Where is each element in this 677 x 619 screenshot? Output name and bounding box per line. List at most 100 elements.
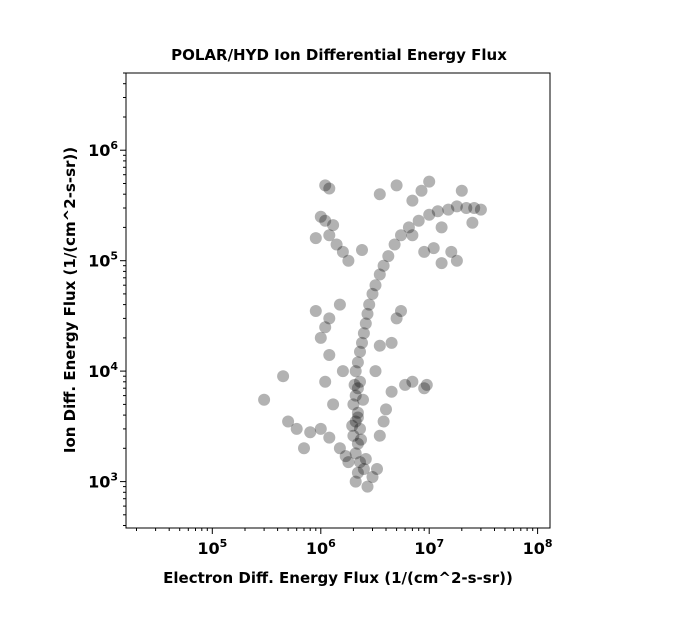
data-point bbox=[450, 254, 463, 267]
plot-frame bbox=[125, 72, 551, 529]
data-point bbox=[377, 415, 390, 428]
data-point bbox=[390, 312, 403, 325]
y-axis-ticks: 103 104 105 106 bbox=[88, 72, 126, 526]
data-point bbox=[359, 453, 372, 465]
data-point bbox=[369, 365, 382, 378]
data-point bbox=[354, 422, 366, 435]
x-tick-label: 107 bbox=[414, 537, 444, 558]
data-point bbox=[474, 203, 487, 216]
y-tick-label: 103 bbox=[88, 471, 118, 492]
data-point bbox=[354, 375, 366, 388]
data-point bbox=[319, 321, 332, 334]
data-point bbox=[357, 327, 370, 340]
data-point bbox=[319, 375, 332, 388]
data-point bbox=[323, 349, 336, 361]
data-point bbox=[412, 214, 425, 227]
data-point bbox=[355, 433, 367, 446]
data-point bbox=[423, 175, 436, 188]
x-tick-label: 106 bbox=[306, 537, 336, 558]
data-point bbox=[349, 389, 362, 402]
data-point bbox=[366, 471, 379, 483]
data-point bbox=[351, 382, 364, 395]
data-point bbox=[395, 229, 407, 242]
data-point bbox=[369, 279, 382, 292]
data-point bbox=[399, 378, 412, 391]
data-point bbox=[304, 426, 317, 439]
data-point bbox=[309, 305, 322, 317]
data-point bbox=[346, 419, 359, 432]
data-point bbox=[351, 437, 364, 450]
data-point bbox=[298, 442, 310, 455]
data-point bbox=[371, 463, 383, 475]
y-tick-label: 104 bbox=[88, 360, 118, 381]
data-point bbox=[327, 219, 340, 232]
data-point bbox=[359, 317, 372, 330]
data-point bbox=[323, 229, 336, 242]
data-point bbox=[314, 422, 327, 435]
data-point bbox=[314, 210, 327, 223]
data-point bbox=[342, 254, 355, 267]
data-point bbox=[347, 398, 360, 411]
data-point bbox=[406, 375, 419, 388]
data-point bbox=[354, 456, 366, 469]
data-point bbox=[466, 216, 479, 229]
data-point bbox=[282, 415, 295, 428]
data-point bbox=[455, 184, 468, 197]
data-point bbox=[356, 336, 368, 349]
data-point bbox=[356, 244, 368, 256]
data-point bbox=[460, 202, 473, 214]
data-point bbox=[382, 250, 395, 263]
data-point bbox=[390, 179, 403, 192]
data-point bbox=[385, 385, 398, 398]
data-point bbox=[319, 214, 332, 227]
data-point bbox=[348, 378, 361, 391]
data-point bbox=[333, 298, 346, 311]
data-point bbox=[361, 480, 374, 493]
data-point bbox=[380, 403, 392, 416]
data-point bbox=[258, 393, 271, 406]
data-point bbox=[468, 202, 481, 214]
data-point bbox=[323, 312, 336, 325]
data-point bbox=[435, 257, 448, 270]
data-point bbox=[442, 203, 455, 216]
data-point bbox=[445, 245, 458, 258]
data-point bbox=[351, 466, 364, 479]
data-point bbox=[314, 331, 327, 344]
data-point bbox=[323, 431, 336, 444]
data-point bbox=[309, 232, 322, 245]
data-point bbox=[431, 205, 444, 218]
data-point bbox=[330, 238, 343, 251]
y-tick-label: 106 bbox=[88, 139, 118, 160]
data-point bbox=[418, 382, 431, 395]
data-point bbox=[323, 182, 336, 195]
data-point bbox=[373, 339, 386, 352]
data-point bbox=[366, 287, 379, 300]
x-axis-ticks: 105 106 107 108 bbox=[136, 528, 553, 558]
data-point bbox=[385, 336, 398, 349]
data-point bbox=[351, 356, 364, 369]
data-point bbox=[349, 415, 362, 428]
data-point bbox=[406, 194, 419, 207]
data-point bbox=[290, 422, 303, 435]
data-point bbox=[357, 393, 369, 406]
y-tick-label: 105 bbox=[88, 250, 118, 271]
data-point bbox=[361, 307, 374, 320]
data-point bbox=[373, 429, 386, 442]
chart-title: POLAR/HYD Ion Differential Energy Flux bbox=[171, 46, 507, 64]
data-point bbox=[406, 229, 419, 242]
data-point bbox=[349, 365, 362, 378]
x-tick-label: 105 bbox=[197, 537, 227, 558]
x-tick-label: 108 bbox=[523, 537, 553, 558]
data-point bbox=[395, 305, 407, 317]
data-point bbox=[327, 398, 340, 411]
data-point bbox=[415, 184, 428, 197]
data-point bbox=[336, 365, 349, 378]
data-point bbox=[402, 221, 415, 234]
data-point bbox=[349, 475, 362, 488]
data-point bbox=[418, 245, 431, 258]
data-point bbox=[336, 245, 349, 258]
data-point bbox=[427, 242, 440, 255]
data-point bbox=[388, 238, 401, 251]
x-axis-label: Electron Diff. Energy Flux (1/(cm^2-s-sr… bbox=[163, 569, 513, 587]
